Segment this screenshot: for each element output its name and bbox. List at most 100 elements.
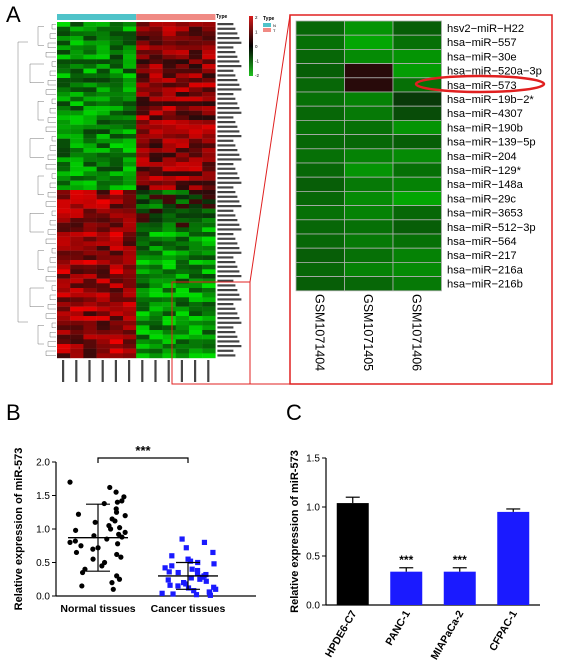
overview-cell [109,232,124,237]
overview-cell [202,143,216,149]
overview-cell [189,59,203,65]
zoom-column-labels: GSM1071404 GSM1071405 GSM1071406 [312,294,423,371]
overview-cell [175,31,190,37]
overview-cell [189,232,203,237]
dendrogram-branch [49,108,56,114]
overview-cell [175,344,190,349]
overview-cell [189,190,203,195]
overview-cell [123,288,137,293]
overview-cell [162,87,176,93]
overview-cell [136,190,150,195]
data-point [115,541,121,547]
zoom-row-label: hsa−miR−3653 [447,208,523,220]
overview-cell [109,68,124,74]
overview-cell [123,110,137,116]
overview-cell [96,152,110,158]
overview-cell [189,250,203,256]
overview-cell [136,311,150,317]
overview-cell [149,78,163,83]
overview-cell [136,339,150,345]
overview-row-label-mark [217,88,242,91]
zoom-cell [392,49,442,65]
overview-cell [109,180,124,186]
overview-cell [136,115,150,121]
overview-cell [162,31,176,37]
overview-cell [175,320,190,326]
overview-cell [149,82,163,88]
overview-cell [123,190,137,195]
overview-cell [57,236,71,242]
overview-cell [57,269,71,275]
overview-cell [162,269,176,275]
dendrogram-branch [45,313,56,319]
overview-cell [149,236,163,242]
zoom-cell [392,34,442,50]
overview-cell [83,26,97,32]
overview-cell [175,227,190,233]
overview-cell [57,180,71,186]
overview-cell [96,22,110,27]
overview-cell [123,36,137,41]
overview-cell [57,274,71,279]
zoom-column-label: GSM1071405 [361,294,375,371]
overview-cell [202,260,216,265]
overview-cell [123,92,137,97]
zoom-cell [344,261,394,277]
overview-column-label-mark [207,360,210,382]
overview-cell [123,194,137,200]
overview-cell [202,297,216,303]
overview-cell [123,22,137,27]
overview-cell [189,292,203,298]
overview-row-label-mark [217,41,242,44]
data-point [199,574,206,580]
overview-cell [96,278,110,284]
overview-cell [202,73,216,79]
overview-cell [175,59,190,65]
overview-row-label-mark [217,65,242,68]
data-point [121,494,127,500]
overview-cell [202,54,216,60]
overview-cell [57,106,71,111]
overview-cell [70,232,84,237]
overview-cell [175,306,190,312]
overview-cell [109,283,124,289]
overview-cell [109,222,124,228]
overview-cell [57,129,71,135]
overview-column-label-mark [75,360,78,382]
group-legend-label-t: T [273,28,276,33]
overview-cell [162,218,176,223]
overview-cell [109,269,124,275]
overview-cell [136,64,150,69]
zoom-cell [295,148,345,164]
dendrogram-branch [37,26,44,46]
overview-cell [162,288,176,293]
zoom-frame [289,14,553,385]
overview-cell [175,255,190,261]
zoom-region-box [171,281,251,385]
zoom-row-label: hsa−miR−557 [447,37,517,49]
overview-cell [57,162,71,167]
overview-cell [136,297,150,303]
data-point [110,586,116,592]
overview-column-label-mark [141,360,144,382]
overview-cell [96,246,110,251]
overview-cell [109,316,124,321]
overview-cell [189,194,203,200]
overview-cell [175,73,190,79]
overview-cell [149,50,163,55]
overview-cell [149,250,163,256]
overview-row-label-mark [217,261,236,264]
dendrogram-branch [45,276,56,282]
dendrogram-branch [45,126,56,132]
overview-cell [109,96,124,102]
overview-cell [83,348,97,354]
overview-cell [202,106,216,111]
data-point [210,549,216,556]
overview-row-label-mark [217,242,238,245]
bar [443,571,476,605]
overview-cell [96,348,110,354]
overview-cell [175,260,190,265]
overview-cell [70,115,84,121]
overview-cell [162,199,176,205]
overview-cell [175,148,190,153]
